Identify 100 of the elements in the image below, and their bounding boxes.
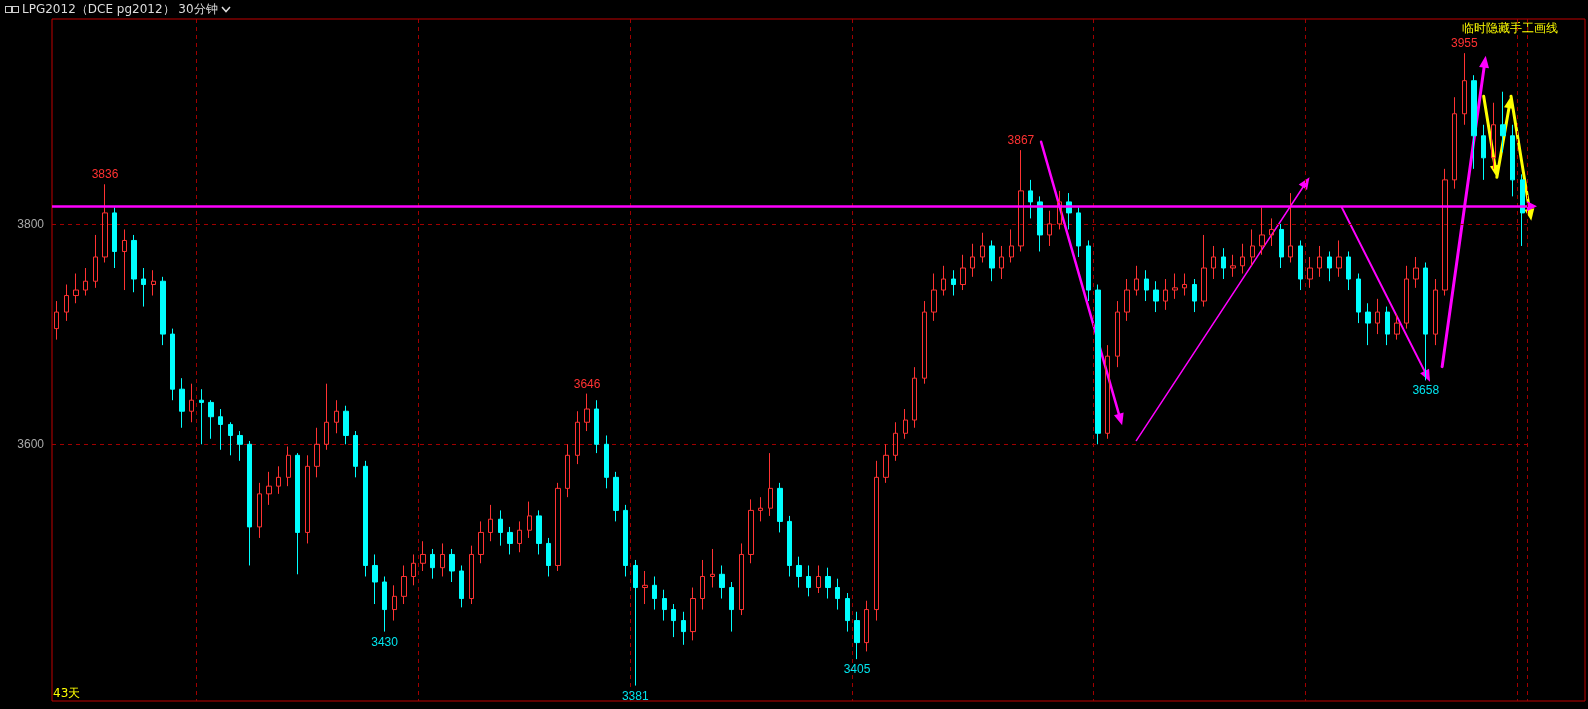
candlestick bbox=[883, 443, 889, 484]
candlestick bbox=[1230, 254, 1236, 278]
candlestick bbox=[363, 460, 368, 577]
candlestick bbox=[874, 460, 879, 622]
candlestick bbox=[690, 587, 696, 641]
candlestick bbox=[1163, 278, 1168, 311]
candlestick bbox=[1095, 284, 1101, 445]
candlestick bbox=[334, 399, 339, 434]
candlestick bbox=[681, 611, 686, 646]
candlestick bbox=[266, 471, 272, 506]
candlestick bbox=[517, 520, 522, 553]
candlestick bbox=[401, 564, 407, 605]
candlestick bbox=[816, 564, 821, 594]
candlestick bbox=[835, 578, 840, 611]
candlestick bbox=[411, 553, 416, 586]
candlestick bbox=[758, 496, 763, 522]
candlestick bbox=[710, 548, 715, 589]
candlestick bbox=[430, 548, 435, 580]
candlestick bbox=[170, 328, 175, 401]
candlestick bbox=[257, 482, 262, 539]
candlestick bbox=[1105, 344, 1110, 440]
candlestick bbox=[1481, 124, 1486, 181]
candlestick bbox=[160, 276, 166, 346]
candlestick bbox=[83, 267, 88, 297]
candlestick bbox=[469, 545, 474, 605]
candlestick bbox=[845, 592, 850, 633]
candlestick bbox=[700, 559, 705, 611]
candlestick bbox=[912, 366, 917, 429]
candlestick bbox=[459, 564, 464, 608]
candlestick bbox=[1288, 192, 1293, 263]
candlestick bbox=[189, 383, 194, 423]
candlestick bbox=[93, 234, 98, 289]
candlestick bbox=[324, 383, 329, 451]
candlestick bbox=[1346, 250, 1351, 291]
candlestick bbox=[768, 452, 773, 517]
candlestick bbox=[748, 498, 754, 564]
candlestick bbox=[247, 440, 252, 566]
candlestick bbox=[1307, 256, 1313, 289]
candlestick bbox=[372, 553, 378, 605]
candlestick bbox=[1423, 261, 1428, 381]
candlestick bbox=[1172, 273, 1178, 300]
candlestick bbox=[604, 434, 609, 489]
candlestick bbox=[584, 393, 590, 432]
candlestick bbox=[218, 408, 223, 451]
annotation: 3955 bbox=[1450, 36, 1479, 51]
candlestick bbox=[999, 245, 1004, 280]
candlestick bbox=[141, 267, 146, 308]
candlestick bbox=[1182, 273, 1187, 297]
chart-title: LPG2012（DCE pg2012） 30分钟 bbox=[22, 1, 218, 18]
candlestick bbox=[1221, 247, 1226, 280]
candlestick bbox=[1452, 96, 1457, 190]
candlestick bbox=[64, 284, 69, 322]
candlestick bbox=[729, 581, 734, 633]
candlestick bbox=[854, 611, 860, 660]
candlestick bbox=[1211, 245, 1216, 280]
candlestick bbox=[1047, 210, 1052, 247]
candlestick bbox=[594, 399, 599, 454]
candlestick bbox=[449, 548, 455, 583]
candlestick bbox=[305, 454, 310, 544]
candlestick bbox=[507, 526, 513, 555]
candlestick bbox=[671, 603, 676, 638]
candlestick bbox=[1433, 278, 1438, 346]
candlestick bbox=[1500, 91, 1506, 153]
candlestick bbox=[796, 556, 802, 589]
candlestick bbox=[1327, 250, 1332, 282]
candlestick bbox=[1491, 102, 1496, 170]
candlestick bbox=[343, 405, 349, 445]
candlestick bbox=[922, 300, 927, 385]
candlestick bbox=[941, 265, 946, 297]
candlestick bbox=[662, 589, 667, 622]
candlestick bbox=[1279, 223, 1284, 269]
candlestick bbox=[208, 399, 214, 440]
candlestick bbox=[1375, 298, 1380, 335]
candlestick bbox=[286, 445, 291, 487]
candlestick bbox=[719, 564, 725, 600]
candlestick bbox=[1240, 243, 1245, 275]
candlestick bbox=[1153, 280, 1159, 313]
annotation: 3836 bbox=[91, 167, 119, 182]
candlestick bbox=[112, 206, 117, 269]
candlestick bbox=[980, 232, 985, 263]
annotation: 43天 bbox=[53, 686, 81, 700]
candlestick bbox=[440, 542, 445, 577]
candlestick bbox=[1471, 74, 1477, 170]
candlestick bbox=[777, 482, 783, 533]
candlestick bbox=[825, 567, 831, 600]
candlestick bbox=[1009, 228, 1014, 263]
candlestick bbox=[1317, 245, 1322, 278]
candlestick bbox=[1134, 265, 1139, 297]
candlestick bbox=[1385, 306, 1390, 346]
candlestick bbox=[739, 542, 744, 616]
candlestick bbox=[1057, 190, 1062, 230]
candlestick bbox=[498, 509, 503, 547]
candlestick bbox=[1250, 228, 1255, 267]
candlestick bbox=[1201, 234, 1207, 308]
candlestick bbox=[652, 576, 657, 611]
candlestick bbox=[893, 421, 898, 462]
candlestick bbox=[951, 269, 956, 297]
candlestick bbox=[488, 504, 493, 542]
candlestick bbox=[1520, 173, 1525, 247]
candlestick bbox=[787, 515, 792, 577]
